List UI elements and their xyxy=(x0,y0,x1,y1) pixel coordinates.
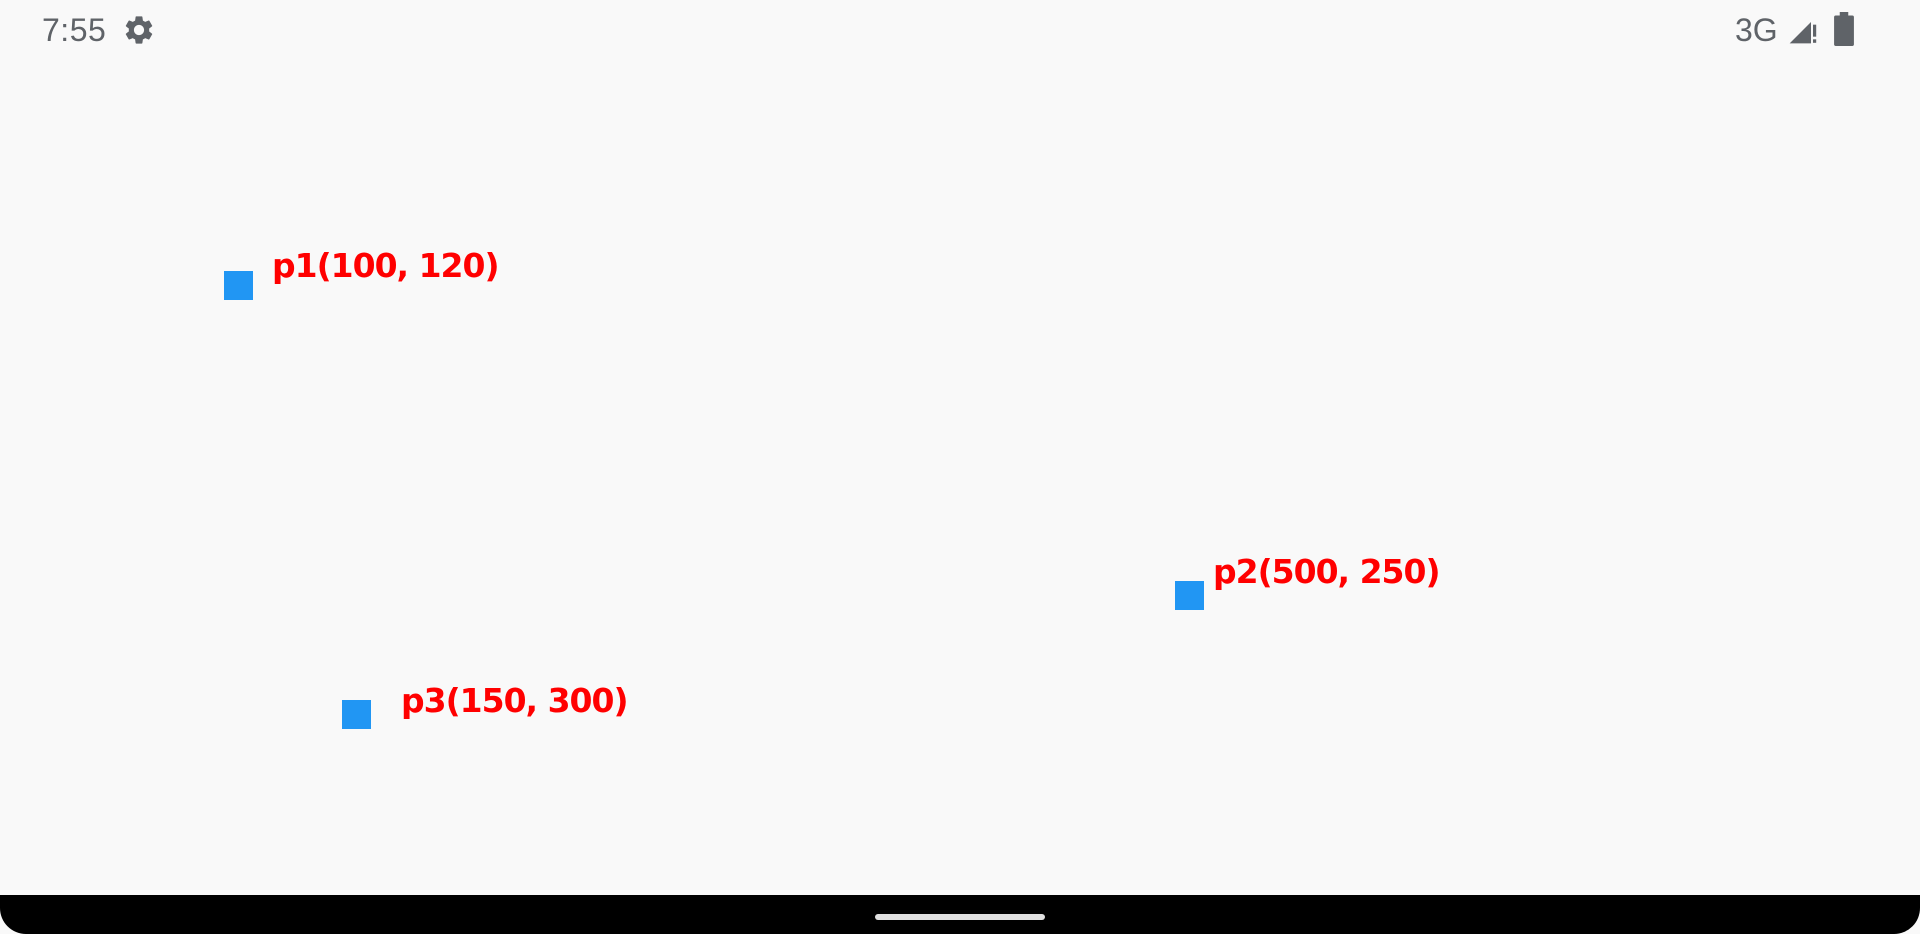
home-gesture-handle[interactable] xyxy=(875,914,1045,920)
navigation-bar xyxy=(0,895,1920,934)
points-canvas: p1(100, 120) p2(500, 250) p3(150, 300) xyxy=(0,60,1920,895)
point-label-p3: p3(150, 300) xyxy=(401,681,629,720)
signal-icon xyxy=(1789,22,1817,44)
point-label-p2: p2(500, 250) xyxy=(1213,552,1441,591)
point-marker-p1 xyxy=(224,271,253,300)
point-label-p1: p1(100, 120) xyxy=(272,246,500,285)
point-marker-p3 xyxy=(342,700,371,729)
network-type: 3G xyxy=(1735,12,1778,48)
battery-icon xyxy=(1834,12,1854,46)
status-bar: 7:55 3G xyxy=(0,0,1920,60)
point-marker-p2 xyxy=(1175,581,1204,610)
gear-icon xyxy=(125,16,153,44)
status-time: 7:55 xyxy=(42,12,107,48)
